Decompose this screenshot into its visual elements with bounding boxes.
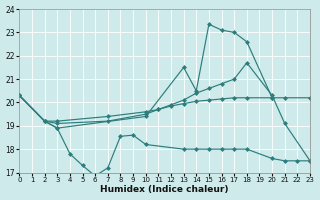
X-axis label: Humidex (Indice chaleur): Humidex (Indice chaleur) <box>100 185 229 194</box>
